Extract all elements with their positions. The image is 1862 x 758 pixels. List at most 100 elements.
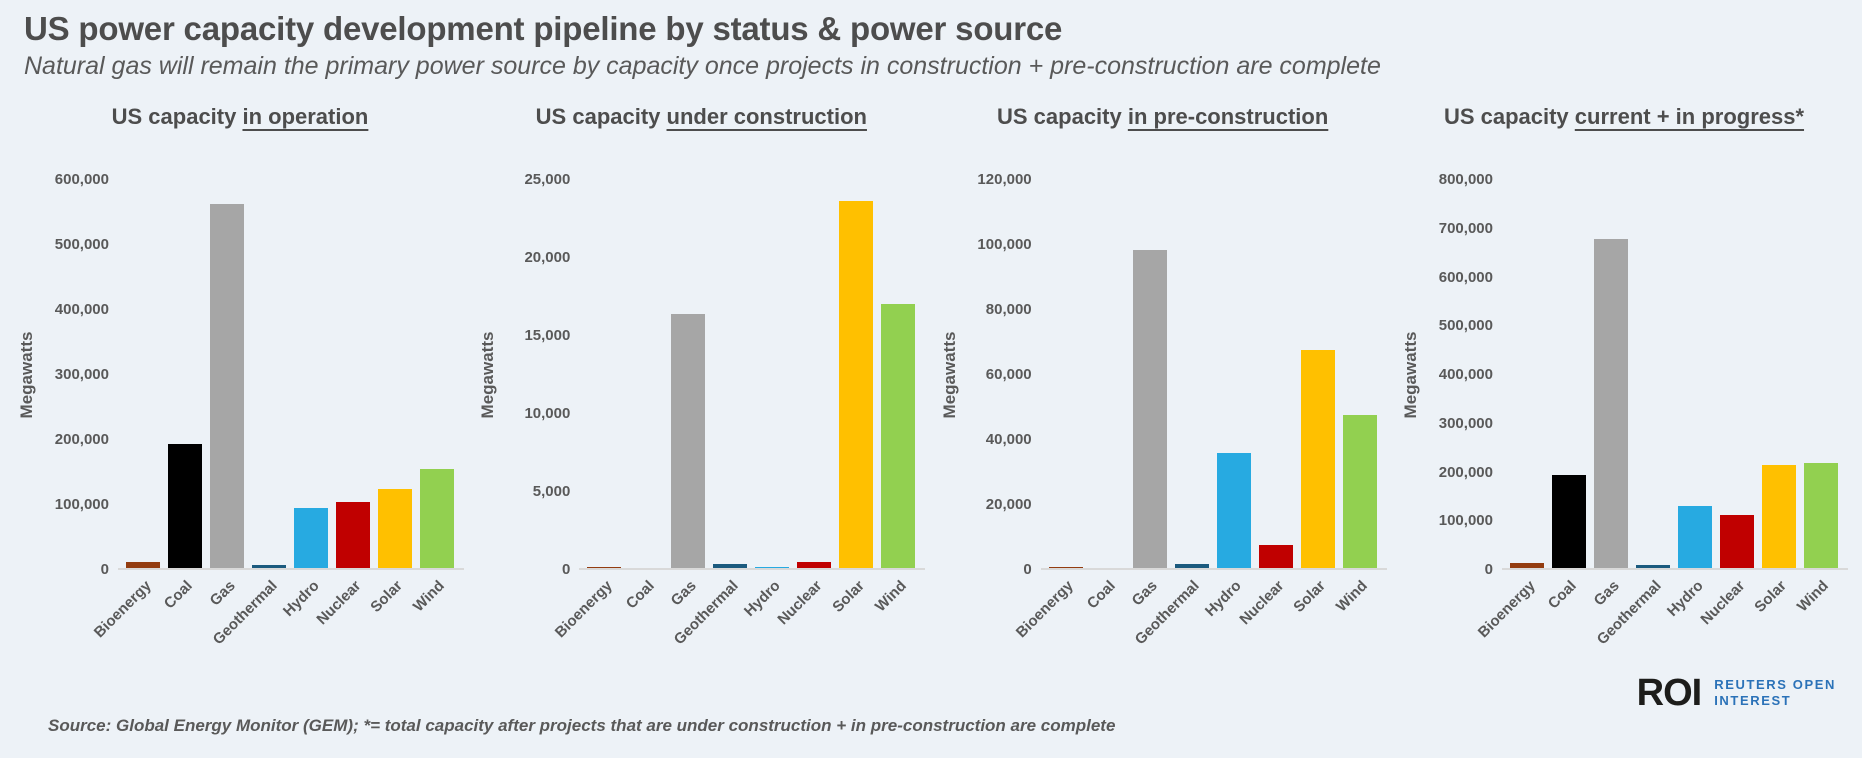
chart-title-prefix: US capacity — [535, 104, 667, 129]
y-tick-label: 400,000 — [54, 301, 109, 318]
plot-area: Bioenergy Coal Gas Geothermal Hydro Nuclear So… — [1474, 180, 1848, 648]
x-tick-label-wind: Wind — [1794, 577, 1833, 616]
bar-hydro — [1216, 452, 1251, 568]
chart-plot-row: Megawatts 25,000 20,000 15,000 10,000 5,000 0 B… — [477, 171, 926, 648]
bar-gas — [671, 313, 706, 568]
x-tick-label-coal: Coal — [161, 577, 197, 613]
x-tick-label-coal: Coal — [1545, 577, 1581, 613]
x-tick-label-coal: Coal — [1083, 577, 1119, 613]
y-tick-label: 200,000 — [54, 431, 109, 448]
bar-nuclear — [1258, 545, 1293, 568]
chart-in-pre-construction: US capacity in pre-construction Megawatts… — [939, 104, 1387, 648]
plot-area: Bioenergy Coal Gas Geothermal Hydro Nuclear So… — [90, 180, 464, 648]
x-tick-label-coal: Coal — [622, 577, 658, 613]
x-tick-label-solar: Solar — [1751, 577, 1791, 616]
y-tick-label: 0 — [1484, 561, 1493, 578]
bar-gas — [1593, 238, 1628, 568]
y-axis-tick-labels: 120,000 100,000 80,000 60,000 40,000 20,000 0 — [961, 171, 1041, 578]
bar-wind — [1803, 462, 1838, 568]
roi-logo-name-line2: INTEREST — [1714, 693, 1792, 708]
chart-title-status: under construction — [666, 104, 867, 129]
bar-bioenergy — [1509, 563, 1544, 568]
chart-title: US capacity in operation — [16, 104, 464, 136]
bar-bioenergy — [587, 567, 622, 568]
y-tick-label: 0 — [1023, 561, 1032, 578]
page-title: US power capacity development pipeline b… — [24, 10, 1063, 47]
chart-title: US capacity in pre-construction — [939, 104, 1387, 136]
x-tick-label-gas: Gas — [206, 577, 239, 610]
chart-title-prefix: US capacity — [997, 104, 1128, 129]
y-axis-title: Megawatts — [477, 180, 499, 570]
y-tick-label: 0 — [100, 561, 109, 578]
bar-gas — [210, 204, 244, 568]
bar-hydro — [755, 566, 790, 568]
chart-title-status: in operation — [242, 104, 369, 129]
x-tick-label-nuclear: Nuclear — [774, 577, 826, 629]
y-tick-label: 60,000 — [985, 366, 1032, 383]
x-tick-label-nuclear: Nuclear — [1697, 577, 1749, 629]
bar-gas — [1132, 249, 1167, 568]
chart-title-status: current + in progress* — [1574, 104, 1805, 129]
y-axis-title-text: Megawatts — [478, 331, 498, 419]
bar-hydro — [294, 508, 328, 568]
y-tick-label: 600,000 — [54, 171, 109, 188]
chart-plot-row: Megawatts 600,000 500,000 400,000 300,000 200… — [16, 171, 464, 648]
x-tick-label-gas: Gas — [1590, 577, 1623, 610]
x-tick-label-nuclear: Nuclear — [1236, 577, 1287, 629]
bar-geothermal — [1174, 564, 1209, 568]
chart-plot-row: Megawatts 120,000 100,000 80,000 60,000 40,00… — [939, 171, 1387, 648]
bar-solar — [378, 489, 412, 568]
bar-bioenergy — [126, 561, 160, 568]
x-tick-label-gas: Gas — [667, 577, 700, 610]
x-tick-label-bioenergy: Bioenergy — [90, 577, 155, 642]
y-axis-title-text: Megawatts — [17, 331, 36, 419]
bar-geothermal — [713, 563, 748, 568]
y-tick-label: 15,000 — [524, 327, 571, 344]
y-axis-title: Megawatts — [939, 180, 961, 570]
y-tick-label: 400,000 — [1438, 366, 1493, 383]
y-tick-label: 200,000 — [1438, 463, 1493, 481]
bar-solar — [1761, 465, 1796, 568]
x-tick-label-bioenergy: Bioenergy — [551, 577, 616, 642]
roi-logo-abbr: ROI — [1636, 672, 1703, 714]
bar-coal — [168, 443, 202, 568]
y-tick-label: 120,000 — [977, 171, 1032, 188]
x-tick-label-wind: Wind — [1333, 577, 1371, 616]
chart-plot-row: Megawatts 800,000 700,000 600,000 500,000 400… — [1400, 171, 1848, 648]
y-tick-label: 700,000 — [1438, 219, 1493, 237]
y-tick-label: 25,000 — [524, 171, 571, 188]
chart-title-prefix: US capacity — [1443, 104, 1575, 129]
chart-title-prefix: US capacity — [111, 104, 243, 129]
y-tick-label: 300,000 — [1438, 414, 1493, 432]
bar-wind — [1342, 415, 1377, 568]
y-axis-title-text: Megawatts — [1400, 331, 1420, 419]
x-tick-label-solar: Solar — [367, 577, 407, 616]
chart-title: US capacity current + in progress* — [1400, 104, 1848, 136]
bar-solar — [839, 201, 874, 568]
y-axis-tick-labels: 25,000 20,000 15,000 10,000 5,000 0 — [499, 171, 579, 578]
bar-hydro — [1677, 505, 1712, 568]
y-tick-label: 100,000 — [54, 496, 109, 513]
x-tick-label-gas: Gas — [1128, 577, 1161, 610]
plot-area: Bioenergy Coal Gas Geothermal Hydro Nuclear So… — [552, 180, 926, 648]
bar-geothermal — [252, 565, 286, 568]
y-tick-label: 20,000 — [524, 249, 571, 266]
y-axis-title: Megawatts — [1400, 180, 1422, 570]
y-tick-label: 800,000 — [1438, 171, 1493, 188]
y-tick-label: 80,000 — [985, 301, 1032, 318]
y-tick-label: 600,000 — [1438, 268, 1493, 286]
y-axis-tick-labels: 800,000 700,000 600,000 500,000 400,000 300,0… — [1422, 171, 1502, 578]
roi-logo-name-line1: REUTERS OPEN — [1714, 677, 1836, 693]
bar-bioenergy — [1048, 567, 1083, 568]
y-tick-label: 40,000 — [985, 431, 1032, 448]
y-tick-label: 0 — [561, 561, 571, 578]
bar-nuclear — [336, 501, 370, 568]
plot-area: Bioenergy Coal Gas Geothermal Hydro Nuclear So… — [1013, 180, 1387, 648]
header: US power capacity development pipeline b… — [0, 0, 1862, 81]
x-tick-label-bioenergy: Bioenergy — [1474, 577, 1539, 642]
x-tick-label-bioenergy: Bioenergy — [1013, 577, 1077, 642]
y-tick-label: 500,000 — [1438, 317, 1493, 335]
y-tick-label: 20,000 — [985, 496, 1032, 513]
bar-solar — [1300, 350, 1335, 568]
bar-geothermal — [1635, 565, 1670, 568]
